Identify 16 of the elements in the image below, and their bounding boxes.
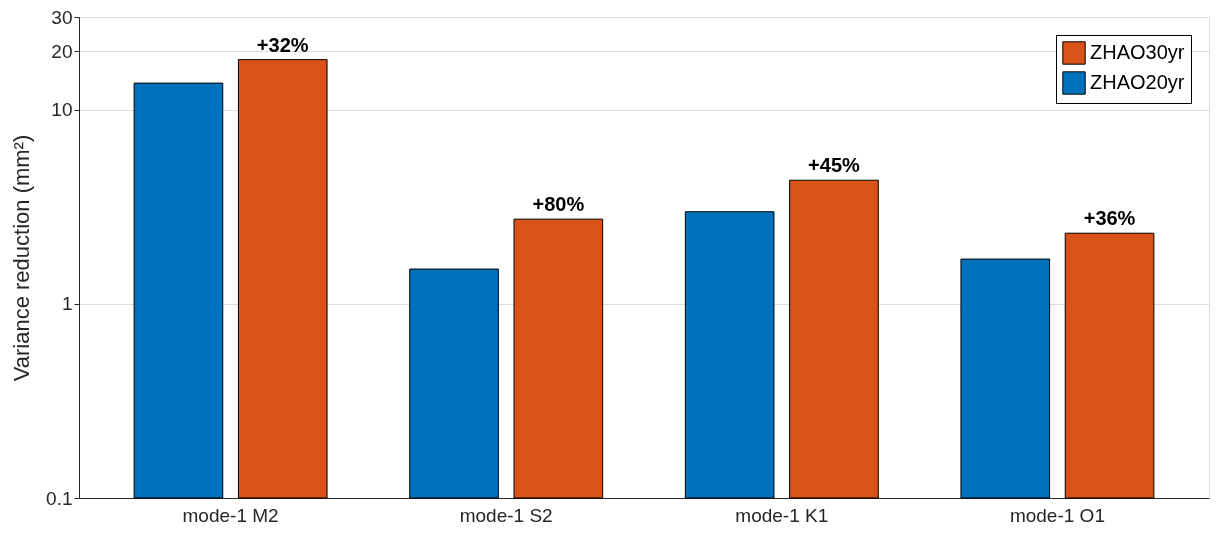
annotation: +80% (532, 193, 585, 216)
y-axis-title: Variance reduction (mm²) (9, 134, 35, 382)
x-tick-label: mode-1 K1 (735, 504, 829, 526)
legend-label: ZHAO30yr (1090, 41, 1185, 63)
y-tick-label: 1 (61, 293, 73, 315)
y-tick-label: 10 (51, 99, 73, 121)
x-tick-label: mode-1 M2 (182, 504, 279, 526)
x-tick-label: mode-1 S2 (459, 504, 553, 526)
legend-label: ZHAO20yr (1090, 71, 1185, 93)
x-tick-label: mode-1 O1 (1009, 504, 1105, 526)
y-tick-label: 20 (51, 40, 73, 62)
annotation: +45% (808, 154, 861, 177)
y-tick-label: 30 (51, 6, 73, 28)
annotation: +36% (1083, 207, 1136, 230)
annotation: +32% (256, 33, 309, 56)
y-tick-label: 0.1 (46, 487, 73, 509)
